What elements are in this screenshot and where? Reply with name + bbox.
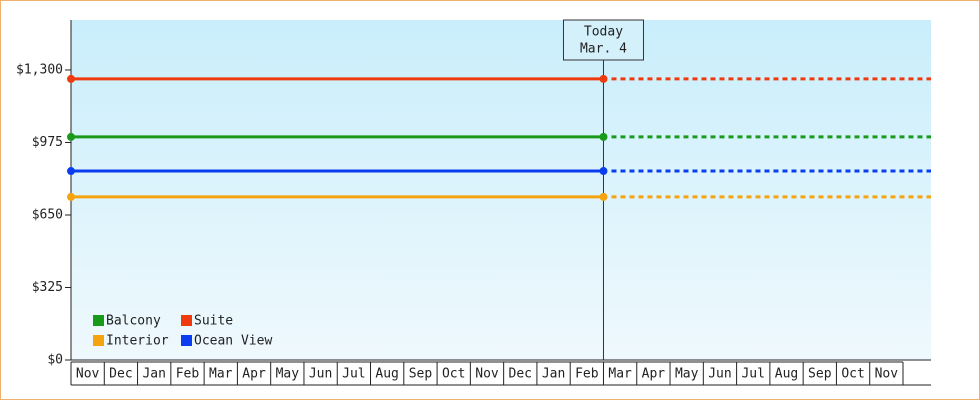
legend-label: Balcony — [106, 314, 161, 329]
legend-swatch — [93, 335, 104, 346]
x-tick-label: Sep — [409, 367, 433, 382]
x-tick-label: May — [276, 367, 300, 382]
x-tick-label: Apr — [242, 367, 266, 382]
series-point — [67, 132, 75, 141]
legend-label: Interior — [106, 334, 169, 349]
series-point — [599, 132, 608, 141]
today-box — [562, 19, 644, 61]
x-tick-label: Jun — [309, 367, 332, 382]
y-tick-label: $650 — [32, 207, 63, 222]
x-tick-label: Nov — [475, 367, 499, 382]
x-tick-label: Nov — [76, 367, 100, 382]
y-tick-label: $1,300 — [16, 62, 63, 77]
x-tick-label: Nov — [875, 367, 899, 382]
x-tick-label: Feb — [575, 367, 599, 382]
x-tick-label: Oct — [442, 367, 465, 382]
x-tick-label: Mar — [608, 367, 632, 382]
x-tick-label: Oct — [841, 367, 864, 382]
x-tick-label: Jul — [342, 367, 365, 382]
legend-label: Ocean View — [194, 334, 272, 349]
series-point — [599, 74, 608, 83]
x-tick-label: Jul — [741, 367, 764, 382]
x-tick-label: Feb — [176, 367, 200, 382]
x-tick-label: May — [675, 367, 699, 382]
x-tick-label: Dec — [109, 367, 132, 382]
x-tick-label: Aug — [775, 367, 798, 382]
plot-area — [71, 20, 931, 360]
series-point — [67, 74, 75, 83]
today-label: Mar. 4 — [580, 42, 627, 57]
y-tick-label: $325 — [32, 280, 63, 295]
legend-swatch — [181, 335, 192, 346]
y-tick-label: $975 — [32, 135, 63, 150]
series-point — [67, 192, 75, 201]
series-point — [599, 167, 608, 176]
series-point — [599, 192, 608, 201]
x-tick-label: Jun — [708, 367, 731, 382]
x-tick-label: Aug — [375, 367, 398, 382]
x-tick-label: Dec — [509, 367, 532, 382]
legend-swatch — [181, 315, 192, 326]
today-label: Today — [584, 25, 623, 40]
x-tick-label: Apr — [642, 367, 666, 382]
legend-swatch — [93, 315, 104, 326]
series-point — [67, 167, 75, 176]
x-tick-label: Sep — [808, 367, 832, 382]
x-tick-label: Jan — [142, 367, 165, 382]
legend-label: Suite — [194, 314, 233, 329]
x-tick-label: Jan — [542, 367, 565, 382]
x-tick-label: Mar — [209, 367, 233, 382]
y-tick-label: $0 — [47, 353, 63, 368]
